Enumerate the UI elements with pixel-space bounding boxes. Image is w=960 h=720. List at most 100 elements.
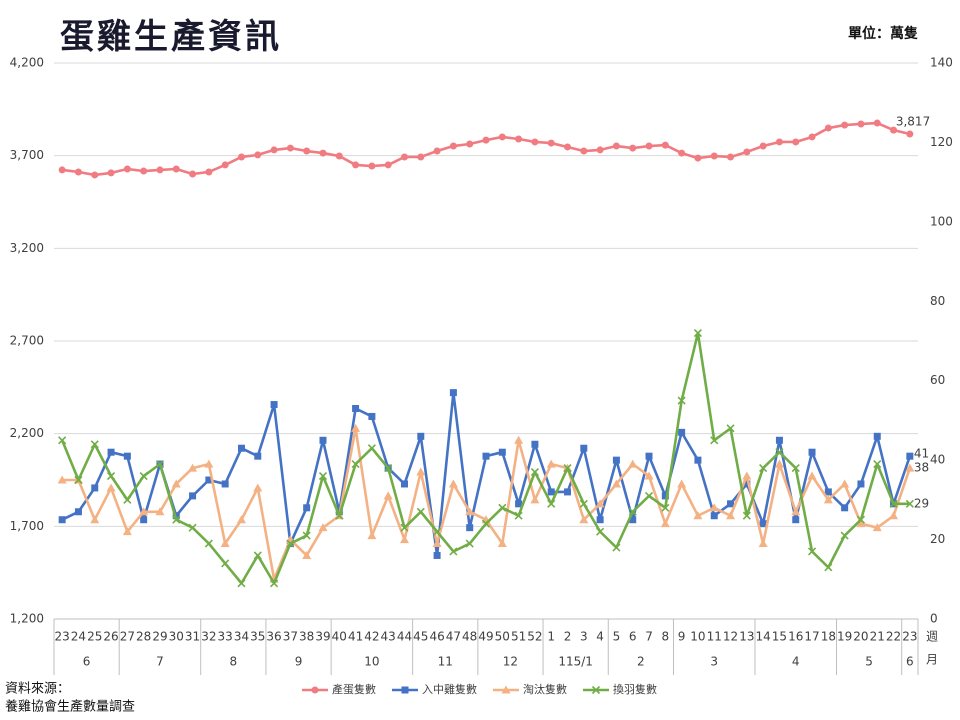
marker (367, 531, 377, 540)
month-label: 9 (295, 655, 303, 669)
marker (58, 166, 66, 174)
marker (368, 412, 376, 420)
marker (221, 480, 229, 488)
marker (841, 121, 849, 129)
marker (335, 152, 343, 160)
marker (596, 527, 605, 536)
x-tick-label: 11 (707, 630, 722, 644)
marker (498, 503, 507, 512)
x-tick-label: 23 (55, 630, 70, 644)
marker (237, 153, 245, 161)
marker (74, 475, 83, 485)
y-tick-label: 1,200 (10, 612, 44, 626)
marker (204, 539, 213, 548)
marker (400, 153, 408, 161)
legend-label: 入中雞隻數 (422, 682, 477, 696)
x-tick-label: 52 (527, 630, 542, 644)
marker (432, 539, 442, 548)
marker (889, 511, 899, 520)
marker (303, 147, 311, 155)
marker (367, 444, 376, 453)
marker (106, 483, 116, 492)
marker (302, 531, 311, 540)
marker (547, 139, 555, 147)
marker (384, 161, 392, 169)
x-tick-label: 13 (739, 630, 754, 644)
marker (596, 516, 604, 524)
marker (515, 500, 523, 508)
month-label: 2 (637, 655, 645, 669)
month-label: 12 (503, 655, 518, 669)
x-tick-label: 9 (678, 630, 686, 644)
month-label: 3 (710, 655, 718, 669)
marker (612, 543, 621, 552)
marker (91, 484, 99, 492)
marker (123, 495, 132, 504)
marker (318, 523, 328, 532)
marker (611, 479, 621, 488)
marker (286, 144, 294, 152)
marker (465, 507, 475, 516)
marker (433, 551, 441, 559)
marker (710, 512, 718, 520)
month-label: 5 (865, 655, 873, 669)
marker (742, 471, 752, 480)
marker (596, 146, 604, 154)
series-line (61, 121, 911, 177)
marker (302, 550, 312, 559)
source-label: 養雞協會生產數量調查 (5, 699, 135, 715)
marker (253, 551, 262, 560)
x-tick-label: 7 (645, 630, 653, 644)
marker (677, 396, 686, 405)
marker (497, 539, 507, 548)
marker (303, 504, 311, 512)
marker (823, 495, 833, 504)
x-tick-label: 47 (446, 630, 461, 644)
marker (531, 138, 539, 146)
marker (449, 389, 457, 397)
legend-label: 產蛋隻數 (332, 682, 376, 696)
marker (564, 488, 572, 496)
marker (807, 547, 817, 556)
marker (727, 153, 735, 161)
marker (433, 527, 442, 536)
marker (270, 146, 278, 154)
marker (351, 460, 360, 469)
x-tick-label: 45 (413, 630, 428, 644)
marker (401, 686, 409, 694)
marker (318, 471, 328, 481)
marker (791, 507, 801, 516)
marker (416, 467, 426, 476)
marker (90, 515, 100, 524)
marker (563, 464, 572, 473)
y-tick-label: 2,200 (10, 426, 44, 440)
y2-tick-label: 60 (930, 373, 945, 387)
marker (906, 452, 914, 460)
data-label: 38 (914, 461, 929, 475)
marker (58, 516, 66, 524)
marker (204, 459, 214, 468)
data-label: 3,817 (896, 114, 930, 128)
marker (856, 519, 866, 528)
marker (857, 120, 865, 128)
marker (580, 444, 588, 452)
marker (449, 142, 457, 150)
y-tick-label: 1,700 (10, 519, 44, 533)
x-tick-label: 51 (511, 630, 526, 644)
marker (547, 488, 555, 496)
y2-tick-label: 20 (930, 532, 945, 546)
source-label: 資料來源： (5, 682, 70, 697)
marker (841, 504, 849, 512)
x-tick-label: 44 (397, 630, 412, 644)
x-tick-label: 26 (103, 630, 118, 644)
x-tick-label: 48 (462, 630, 477, 644)
y2-tick-label: 80 (930, 294, 945, 308)
marker (399, 535, 409, 544)
month-label: 8 (230, 655, 238, 669)
unit-label: 單位：萬隻 (848, 25, 918, 42)
marker (319, 149, 327, 157)
marker (579, 499, 588, 508)
data-label: 41 (914, 447, 929, 461)
x-tick-label: 15 (772, 630, 787, 644)
marker (840, 479, 850, 488)
